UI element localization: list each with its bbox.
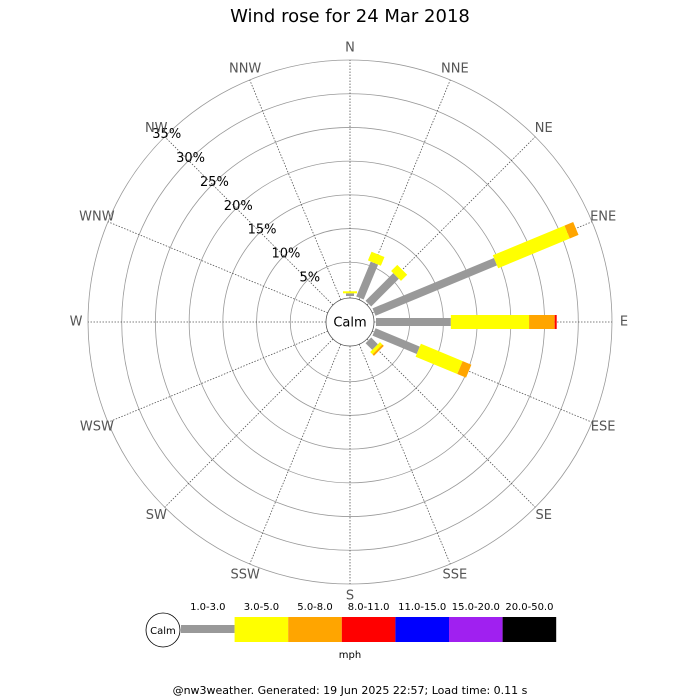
unit-label: mph bbox=[339, 650, 361, 661]
bar-segment bbox=[372, 344, 384, 356]
bar-segment bbox=[492, 225, 570, 269]
legend-swatch bbox=[449, 617, 503, 642]
bar-segment bbox=[415, 343, 463, 375]
direction-label: NNE bbox=[441, 61, 469, 76]
legend-swatch bbox=[341, 617, 396, 642]
direction-label: SSW bbox=[230, 568, 260, 583]
legend-label: 20.0-50.0 bbox=[505, 602, 553, 613]
legend-label: 5.0-8.0 bbox=[297, 602, 332, 613]
spoke bbox=[249, 79, 342, 300]
direction-label: WSW bbox=[80, 419, 114, 434]
direction-label: E bbox=[620, 315, 628, 330]
direction-label: SE bbox=[536, 508, 552, 523]
legend-swatch bbox=[181, 625, 235, 633]
direction-label: SSE bbox=[442, 568, 467, 583]
spoke bbox=[107, 221, 328, 314]
calm-circle bbox=[325, 297, 375, 347]
spoke bbox=[366, 338, 536, 508]
legend-calm-circle bbox=[145, 612, 181, 648]
ring-label: 10% bbox=[271, 246, 300, 261]
bar-segment bbox=[367, 251, 385, 266]
bar-segment bbox=[356, 261, 379, 300]
direction-label: ENE bbox=[590, 210, 616, 225]
legend-swatch bbox=[288, 617, 342, 642]
calm-label: Calm bbox=[333, 316, 366, 331]
bar-segment bbox=[365, 337, 378, 350]
spoke bbox=[107, 330, 328, 423]
legend-label: 8.0-11.0 bbox=[348, 602, 390, 613]
legend-label: 1.0-3.0 bbox=[190, 602, 225, 613]
direction-label: NNW bbox=[229, 61, 261, 76]
bar-segment bbox=[564, 221, 579, 239]
footer: @nw3weather. Generated: 19 Jun 2025 22:5… bbox=[173, 684, 528, 697]
bar-segment bbox=[372, 328, 420, 354]
direction-label: ESE bbox=[591, 419, 616, 434]
legend-label: 3.0-5.0 bbox=[244, 602, 279, 613]
ring-label: 20% bbox=[224, 199, 253, 214]
legend-swatch bbox=[502, 617, 557, 642]
ring-label: 25% bbox=[200, 175, 229, 190]
direction-label: NW bbox=[145, 121, 168, 136]
legend-swatch bbox=[395, 617, 449, 642]
ring-label: 15% bbox=[248, 223, 277, 238]
bar-segment bbox=[370, 342, 383, 355]
bar-segment bbox=[372, 258, 498, 316]
direction-label: N bbox=[345, 41, 355, 56]
bar-segment bbox=[365, 273, 399, 307]
spoke bbox=[164, 136, 334, 306]
ring-label: 35% bbox=[152, 127, 181, 142]
legend-label: 15.0-20.0 bbox=[452, 602, 500, 613]
bar-segment bbox=[457, 361, 472, 378]
legend-calm-label: Calm bbox=[150, 626, 176, 637]
ring-label: 30% bbox=[176, 151, 205, 166]
spoke bbox=[249, 344, 342, 565]
spoke bbox=[358, 344, 451, 565]
direction-label: WNW bbox=[79, 210, 115, 225]
legend-swatch bbox=[234, 617, 289, 642]
direction-label: SW bbox=[146, 508, 167, 523]
bar-segment bbox=[391, 264, 408, 281]
direction-label: NE bbox=[535, 121, 553, 136]
direction-label: S bbox=[346, 589, 354, 604]
ring-label: 5% bbox=[299, 270, 320, 285]
direction-label: W bbox=[70, 315, 83, 330]
spoke bbox=[164, 338, 334, 508]
chart-title: Wind rose for 24 Mar 2018 bbox=[230, 6, 470, 27]
legend-label: 11.0-15.0 bbox=[398, 602, 446, 613]
